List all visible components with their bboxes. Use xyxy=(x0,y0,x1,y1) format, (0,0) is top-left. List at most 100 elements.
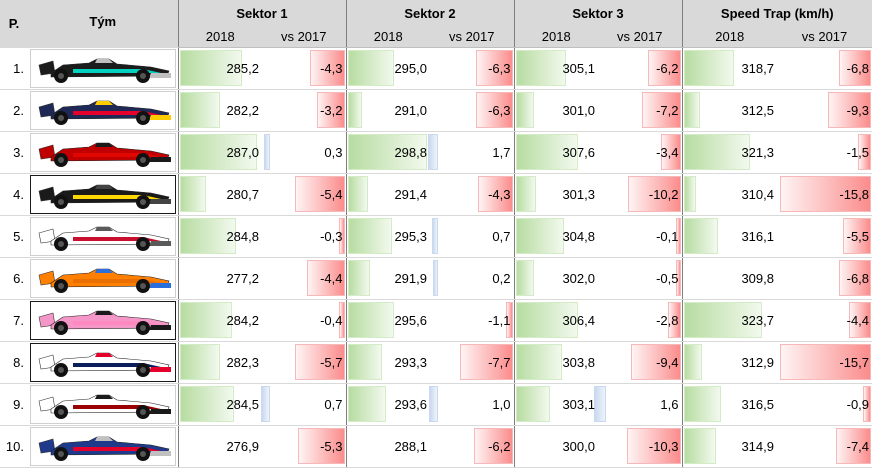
team-car-cell xyxy=(28,89,178,132)
table-row: 5. 284,8 -0,3 295,3 0,7 304,8 -0,1 316,1 -5,5 xyxy=(0,215,872,258)
sector-4-delta-cell: -6,8 xyxy=(777,47,872,90)
sector-1-delta-cell: 0,7 xyxy=(260,383,346,426)
car-icon xyxy=(38,352,171,377)
value-delta: -6,8 xyxy=(846,270,870,286)
car-image-renault xyxy=(30,174,176,214)
value-delta: -0,3 xyxy=(320,228,343,244)
sector-3-delta-cell: -0,1 xyxy=(598,215,682,258)
sector-4-2018-cell: 318,7 xyxy=(681,47,777,90)
car-image-mclaren xyxy=(30,258,176,298)
position-cell: 6. xyxy=(0,257,28,300)
sector-1-delta-cell: -3,2 xyxy=(262,89,346,132)
car-image-williams xyxy=(30,342,176,382)
value-2018: 288,1 xyxy=(394,438,427,454)
value-delta: -1,1 xyxy=(488,312,511,328)
sector-3-header: Sektor 3 xyxy=(513,0,682,26)
sector-2-delta-cell: 1,0 xyxy=(428,383,514,426)
table-row: 7. 284,2 -0,4 295,6 -1,1 306,4 -2,8 323,7 -4,4 xyxy=(0,299,872,342)
sector-3-delta-cell: -0,5 xyxy=(598,257,682,300)
value-2018: 280,7 xyxy=(226,186,259,202)
value-2018: 301,0 xyxy=(562,102,595,118)
position-cell: 10. xyxy=(0,425,28,468)
value-delta: -4,3 xyxy=(488,186,511,202)
value-delta: -1,5 xyxy=(846,144,870,160)
delta-databar xyxy=(294,344,345,380)
car-image-haas xyxy=(30,216,176,256)
delta-databar xyxy=(338,218,345,254)
delta-databar xyxy=(473,428,513,464)
sector-4-2018-cell: 316,5 xyxy=(681,383,777,426)
sector-2-2018-cell: 293,3 xyxy=(345,341,430,384)
value-databar xyxy=(683,428,716,464)
value-2018: 304,8 xyxy=(562,228,595,244)
value-delta: 0,3 xyxy=(324,144,343,160)
value-delta: -6,3 xyxy=(488,60,511,76)
value-delta: -0,5 xyxy=(656,270,679,286)
value-databar xyxy=(179,344,220,380)
delta-databar xyxy=(338,302,345,338)
value-2018: 295,3 xyxy=(394,228,427,244)
sector-4-delta-cell: -0,9 xyxy=(777,383,872,426)
sector-4-delta-cell: -9,3 xyxy=(777,89,872,132)
car-icon xyxy=(38,310,171,335)
team-car-cell xyxy=(28,299,178,342)
value-delta: -9,4 xyxy=(656,354,679,370)
value-2018: 293,6 xyxy=(394,396,427,412)
position-cell: 9. xyxy=(0,383,28,426)
value-delta: -4,4 xyxy=(320,270,343,286)
sector-3-delta-cell: -6,2 xyxy=(598,47,682,90)
sector-1-delta-cell: -0,3 xyxy=(262,215,346,258)
value-2018: 295,0 xyxy=(394,60,427,76)
delta-databar xyxy=(459,344,513,380)
delta-databar xyxy=(839,50,872,87)
team-car-cell xyxy=(28,257,178,300)
pos-header: P. xyxy=(0,0,28,48)
delta-databar xyxy=(630,344,681,380)
sector-2-2018-cell: 291,9 xyxy=(345,257,430,300)
value-delta: -5,4 xyxy=(320,186,343,202)
value-databar xyxy=(347,344,382,380)
sector-3-delta-cell: -7,2 xyxy=(598,89,682,132)
sector-2-2018-cell: 291,4 xyxy=(345,173,430,216)
value-databar xyxy=(179,50,242,87)
value-2018: 291,4 xyxy=(394,186,427,202)
delta-databar xyxy=(828,92,872,128)
value-databar xyxy=(347,134,427,170)
sector-3-year-header: 2018 xyxy=(513,26,598,48)
value-databar xyxy=(179,92,220,128)
value-databar xyxy=(683,302,762,338)
car-icon xyxy=(38,394,171,419)
value-delta: 0,2 xyxy=(492,270,511,286)
delta-databar xyxy=(263,134,270,170)
value-databar xyxy=(683,344,702,380)
table-row: 4. 280,7 -5,4 291,4 -4,3 301,3 -10,2 310,4 -15,8 xyxy=(0,173,872,216)
car-image-force-india xyxy=(30,300,176,340)
value-delta: 1,0 xyxy=(492,396,511,412)
value-delta: -2,8 xyxy=(656,312,679,328)
delta-databar xyxy=(309,50,345,87)
value-delta: -0,9 xyxy=(846,396,870,412)
sector-1-header: Sektor 1 xyxy=(177,0,346,26)
sector-1-delta-cell: -4,3 xyxy=(262,47,346,90)
value-2018: 310,4 xyxy=(741,186,774,202)
sector-1-2018-cell: 284,2 xyxy=(177,299,262,342)
delta-databar xyxy=(858,134,872,170)
sector-3-2018-cell: 307,6 xyxy=(513,131,598,174)
value-2018: 284,5 xyxy=(226,396,259,412)
sector-1-2018-cell: 285,2 xyxy=(177,47,262,90)
value-2018: 323,7 xyxy=(741,312,774,328)
value-databar xyxy=(515,386,550,422)
value-databar xyxy=(515,344,562,380)
delta-databar xyxy=(505,302,513,338)
delta-databar xyxy=(780,176,872,212)
delta-databar xyxy=(660,134,681,170)
sector-2-2018-cell: 298,8 xyxy=(345,131,430,174)
car-icon xyxy=(38,226,171,251)
value-2018: 298,8 xyxy=(394,144,427,160)
value-databar xyxy=(683,386,721,422)
sector-2-2018-cell: 295,3 xyxy=(345,215,430,258)
value-2018: 282,2 xyxy=(226,102,259,118)
value-databar xyxy=(515,92,534,128)
speed-trap-header: Speed Trap (km/h) xyxy=(681,0,872,26)
delta-databar xyxy=(593,386,606,422)
